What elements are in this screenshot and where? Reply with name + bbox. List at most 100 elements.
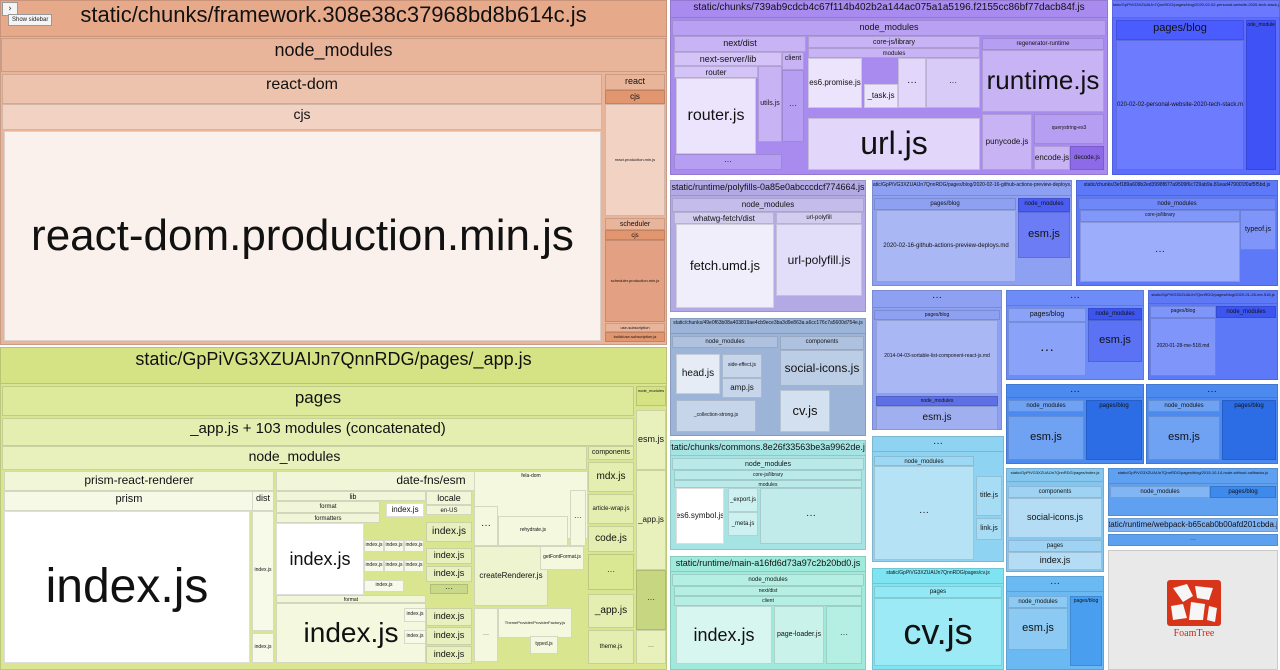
blog-a-md[interactable]: ··· [1008, 322, 1086, 376]
small-index-6[interactable]: index.js [404, 560, 424, 572]
small-index-2[interactable]: index.js [364, 560, 384, 572]
react-dom-cjs-folder[interactable]: cjs [2, 104, 602, 130]
app-right-bottom[interactable]: ··· [636, 630, 666, 664]
app-small-index-a[interactable]: index.js [426, 548, 472, 564]
social-components[interactable]: components [1008, 486, 1102, 498]
blog-b-md[interactable]: 2020-01-28-me-518.md [1150, 318, 1216, 376]
social-pages[interactable]: pages [1008, 540, 1102, 552]
small-index-9[interactable]: index.js [404, 630, 426, 644]
cv-page-title[interactable]: ··· [872, 436, 1004, 452]
blog2020-pages-blog[interactable]: pages/blog [1116, 20, 1244, 40]
format-index-large[interactable]: index.js [276, 603, 426, 663]
blog-e-node-modules[interactable]: node_modules [1008, 596, 1068, 608]
sortable-node-modules[interactable]: node_modules [876, 396, 998, 406]
formatters-index-js[interactable]: index.js [276, 523, 364, 595]
polyfills-node-modules[interactable]: node_modules [672, 198, 864, 212]
format-folder[interactable]: format [276, 501, 380, 513]
main-node-modules[interactable]: node_modules [672, 574, 864, 586]
main-next-dist[interactable]: next/dist [674, 586, 862, 596]
main-page-loader[interactable]: page-loader.js [774, 606, 824, 664]
commons-title[interactable]: static/chunks/commons.8e26f33563be3a9962… [670, 440, 866, 456]
dist-index-js-2[interactable]: index.js [252, 633, 274, 663]
chunk4-components[interactable]: components [780, 336, 864, 350]
chunk3-title[interactable]: static/chunks/3ef189a609b2ed3998f877a950… [1076, 180, 1278, 196]
core-js-library-folder[interactable]: core-js/library [808, 36, 980, 48]
blog2020-node-modules[interactable]: node_modules [1246, 20, 1276, 170]
cv-page-node-modules[interactable]: node_modules [874, 456, 974, 466]
blog-c-pages-blog[interactable]: pages/blog [1086, 400, 1142, 460]
main-small[interactable]: ··· [826, 606, 862, 664]
chunk4-node-modules[interactable]: node_modules [672, 336, 778, 348]
side-effect-js[interactable]: side-effect.js [722, 354, 762, 378]
get-font-format-js[interactable]: getFontFormat.js [540, 546, 584, 570]
decode-js[interactable]: decode.js [1070, 146, 1104, 170]
gh-actions-node-modules[interactable]: node_modules [1018, 198, 1070, 212]
sortable-pages-blog[interactable]: pages/blog [874, 310, 1000, 320]
cv-js[interactable]: cv.js [874, 598, 1002, 666]
app-title[interactable]: static/GpPiVG3XZUAIJn7QnnRDG/pages/_app.… [0, 347, 667, 384]
app-small-index-d[interactable]: index.js [426, 627, 472, 645]
meta-js[interactable]: _meta.js [728, 512, 758, 536]
commons-modules[interactable]: modules [674, 480, 862, 488]
format-index-js[interactable]: index.js [386, 503, 424, 517]
prism-folder[interactable]: prism [4, 491, 254, 511]
commons-core-js[interactable]: core-js/library [674, 470, 862, 480]
polyfills-title[interactable]: static/runtime/polyfills-0a85e0abcccdcf7… [670, 180, 866, 196]
head-js[interactable]: head.js [676, 354, 720, 394]
small-index-4[interactable]: index.js [404, 540, 424, 552]
url-js[interactable]: url.js [808, 118, 980, 170]
locale-index-js[interactable]: index.js [426, 522, 472, 542]
locale-folder[interactable]: locale [426, 491, 472, 505]
regenerator-folder[interactable]: regenerator-runtime [982, 38, 1104, 50]
small-index-7[interactable]: index.js [364, 580, 404, 592]
format-folder-2[interactable]: format [276, 595, 426, 603]
social-index-js[interactable]: index.js [1008, 552, 1102, 570]
app-small-index-c[interactable]: index.js [426, 608, 472, 626]
code-js[interactable]: code.js [588, 526, 634, 552]
react-cjs-folder[interactable]: cjs [605, 90, 665, 104]
blog-e-title[interactable]: ··· [1006, 576, 1104, 592]
encode-js[interactable]: encode.js [1034, 146, 1070, 170]
theme-js[interactable]: theme.js [588, 630, 634, 664]
url-polyfill-folder[interactable]: url-polyfill [776, 212, 862, 224]
sortable-title[interactable]: ··· [872, 290, 1002, 308]
react-dom-folder[interactable]: react-dom [2, 74, 602, 104]
app-dots-a[interactable]: ··· [570, 490, 586, 546]
task-js[interactable]: _task.js [864, 84, 898, 108]
social-icons-js-2[interactable]: social-icons.js [1008, 498, 1102, 538]
blog2020-title[interactable]: static/GpPiVG3XZUAIJn7QnnRDG/pages/blog/… [1112, 0, 1280, 18]
theme-provider-js[interactable]: ThemeProvider/ProviderFactory.js [498, 608, 572, 638]
small-index-8[interactable]: index.js [404, 608, 426, 622]
app-small-grid[interactable]: ··· [588, 554, 634, 590]
prism-index-js[interactable]: index.js [4, 511, 250, 663]
social-title[interactable]: static/GpPiVG3XZUAIJn7QnnRDG/pages/index… [1006, 468, 1104, 482]
scheduler-cjs-folder[interactable]: cjs [605, 230, 665, 240]
blog-b-title[interactable]: static/GpPiVG3XZUAIJn7QnnRDG/pages/blog/… [1148, 290, 1278, 304]
create-renderer-js[interactable]: createRenderer.js [474, 546, 548, 606]
scheduler-production-min-js[interactable]: scheduler.production.min.js [605, 240, 665, 322]
social-icons-js[interactable]: social-icons.js [780, 350, 864, 386]
esm-js[interactable]: esm.js [636, 410, 666, 470]
router-folder[interactable]: router [674, 66, 758, 78]
components-folder[interactable]: components [588, 446, 634, 460]
chunk3-core-js[interactable]: core-js/library [1080, 210, 1240, 222]
cv-page-grid[interactable]: ··· [874, 466, 974, 560]
next-server-lib-folder[interactable]: next-server/lib [674, 52, 782, 66]
app-concatenated[interactable]: _app.js + 103 modules (concatenated) [2, 418, 634, 446]
article-wrap-js[interactable]: article-wrap.js [588, 494, 634, 524]
gh-actions-pages-blog[interactable]: pages/blog [874, 198, 1016, 210]
next-dist-small[interactable]: ··· [674, 154, 782, 170]
react-production-min-js[interactable]: react.production.min.js [605, 104, 665, 216]
small-index-3[interactable]: index.js [384, 540, 404, 552]
es6-symbol-js[interactable]: es6.symbol.js [676, 488, 724, 544]
en-us-folder[interactable]: en-US [426, 505, 472, 515]
router-js[interactable]: router.js [676, 78, 756, 154]
app-right-node-modules[interactable]: node_modules [636, 386, 666, 406]
client-folder[interactable]: client [782, 52, 804, 70]
commons-grid[interactable]: ··· [760, 488, 862, 544]
blog-d-node-modules[interactable]: node_modules [1148, 400, 1220, 412]
commons-node-modules[interactable]: node_modules [672, 458, 864, 470]
dist-index-js-1[interactable]: index.js [252, 511, 274, 631]
no-arrow-pages-blog[interactable]: pages/blog [1210, 486, 1276, 498]
framework-title[interactable]: static/chunks/framework.308e38c37968bd8b… [0, 0, 667, 37]
